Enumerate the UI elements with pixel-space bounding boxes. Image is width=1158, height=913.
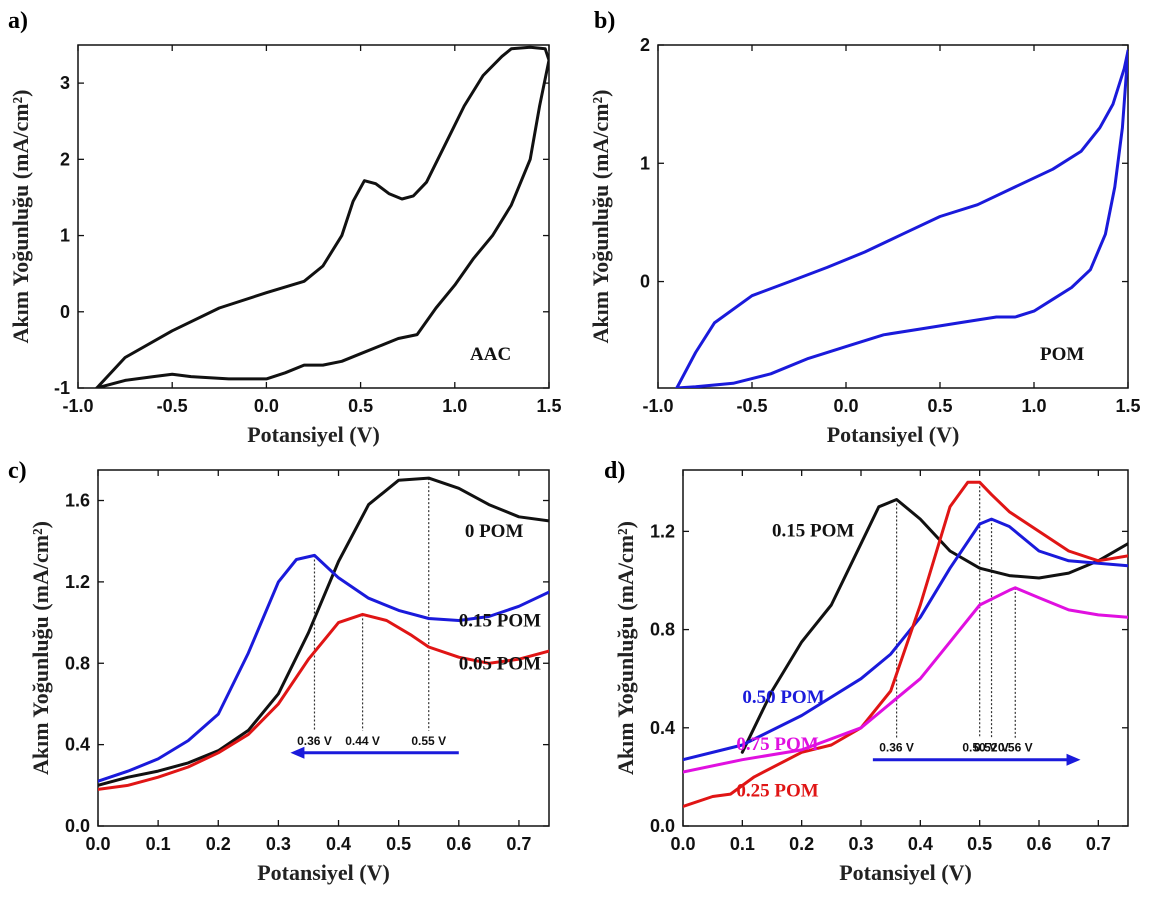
plot-frame [77,44,550,389]
x-tick-label: 0.6 [446,834,471,854]
plot-frame [657,44,1129,389]
inset-label: AAC [470,344,511,365]
y-tick-label: 1.6 [65,491,90,511]
x-tick-label: 0.6 [1026,834,1051,854]
series-line-0-POM [98,476,549,787]
y-tick-label: -1 [54,378,70,398]
y-tick-label: 1.2 [65,572,90,592]
y-axis-title: Akım Yoğunluğu (mA/cm²) [613,521,638,775]
panel-letter: c) [8,458,27,484]
chart-panel-1: a) -1.0 -0.5 0.0 0.5 1.0 1.5 -1 0 1 2 3 Potansiyel (… [8,8,562,447]
series-line-1 [95,45,549,388]
x-axis-title: Potansiyel (V) [257,860,390,885]
x-tick-label: 0.4 [326,834,351,854]
y-tick-label: 0.0 [650,816,675,836]
x-tick-label: -0.5 [736,396,767,416]
x-tick-label: 0.3 [266,834,291,854]
series-label: 0.05 POM [459,653,541,674]
x-tick-label: 0.4 [908,834,933,854]
x-tick-label: 0.5 [348,396,373,416]
x-tick-label: 0.7 [1086,834,1111,854]
x-axis-title: Potansiyel (V) [247,422,380,447]
y-tick-label: 2 [640,35,650,55]
series-line-005-POM [98,612,549,791]
y-tick-label: 0.4 [650,718,675,738]
x-tick-label: 0.5 [967,834,992,854]
y-tick-label: 0.8 [65,653,90,673]
x-tick-label: -1.0 [642,396,673,416]
peak-potential-label: 0.55 V [411,734,446,748]
series-line-2 [675,49,1128,388]
peak-potential-label: 0.36 V [297,734,332,748]
x-tick-label: 0.1 [146,834,171,854]
x-tick-label: 0.3 [848,834,873,854]
peak-potential-label: 0.56 V [998,741,1033,755]
shift-arrow-head [1066,753,1081,766]
x-tick-label: -0.5 [157,396,188,416]
series-line-050-POM [683,517,1128,762]
x-tick-label: -1.0 [62,396,93,416]
peak-potential-label: 0.44 V [345,734,380,748]
y-axis-title: Akım Yoğunluğu (mA/cm²) [8,90,33,344]
x-tick-label: 0.0 [670,834,695,854]
y-tick-label: 1 [640,153,650,173]
series-line-015-POM [98,553,549,783]
x-axis-title: Potansiyel (V) [827,422,960,447]
panel-letter: b) [594,8,615,34]
x-tick-label: 0.0 [833,396,858,416]
shift-arrow-head [290,746,305,759]
inset-label: POM [1040,344,1084,365]
y-tick-label: 2 [60,149,70,169]
x-tick-label: 1.0 [1021,396,1046,416]
y-tick-label: 0.8 [650,620,675,640]
y-tick-label: 1 [60,226,70,246]
y-tick-label: 0.0 [65,816,90,836]
peak-potential-label: 0.36 V [879,741,914,755]
plot-frame [97,469,550,827]
chart-panel-3: c) 0.0 0.1 0.2 0.3 0.4 0.5 0.6 0.7 0.0 0.4 0.8 1.2 1.… [8,458,550,885]
series-label: 0.15 POM [772,520,854,541]
chart-panel-2: b) -1.0 -0.5 0.0 0.5 1.0 1.5 0 1 2 Potansiyel (V) A… [588,8,1141,447]
y-axis-title: Akım Yoğunluğu (mA/cm²) [28,521,53,775]
series-label: 0.50 POM [742,687,824,708]
panel-letter: a) [8,8,28,34]
x-tick-label: 0.5 [386,834,411,854]
series-line-2 [95,58,549,388]
x-tick-label: 1.5 [536,396,561,416]
plot-frame [682,469,1129,827]
x-tick-label: 0.0 [85,834,110,854]
x-axis-title: Potansiyel (V) [839,860,972,885]
y-tick-label: 3 [60,73,70,93]
series-label: 0.75 POM [736,734,818,755]
x-tick-label: 0.2 [789,834,814,854]
series-label: 0.15 POM [459,611,541,632]
y-tick-label: 0.4 [65,735,90,755]
series-label: 0.25 POM [736,781,818,802]
chart-panel-4: d) 0.0 0.1 0.2 0.3 0.4 0.5 0.6 0.7 0.0 0.4 0.8 1.2 Po… [604,458,1129,885]
series-label: 0 POM [465,521,524,542]
x-tick-label: 0.5 [927,396,952,416]
x-tick-label: 0.1 [730,834,755,854]
series-line-1 [675,49,1128,388]
x-tick-label: 0.0 [254,396,279,416]
series-line-025-POM [683,586,1128,774]
x-tick-label: 1.5 [1115,396,1140,416]
series-line-075-POM [683,480,1128,808]
y-tick-label: 1.2 [650,521,675,541]
peak-potential-label: 0.50 V [962,741,997,755]
x-tick-label: 0.7 [506,834,531,854]
y-tick-label: 0 [640,272,650,292]
x-tick-label: 1.0 [442,396,467,416]
x-tick-label: 0.2 [206,834,231,854]
y-axis-title: Akım Yoğunluğu (mA/cm²) [588,90,613,344]
series-line-015-POM [740,498,1128,754]
peak-potential-label: 0.52 V [974,741,1009,755]
y-tick-label: 0 [60,302,70,322]
panel-letter: d) [604,458,625,484]
